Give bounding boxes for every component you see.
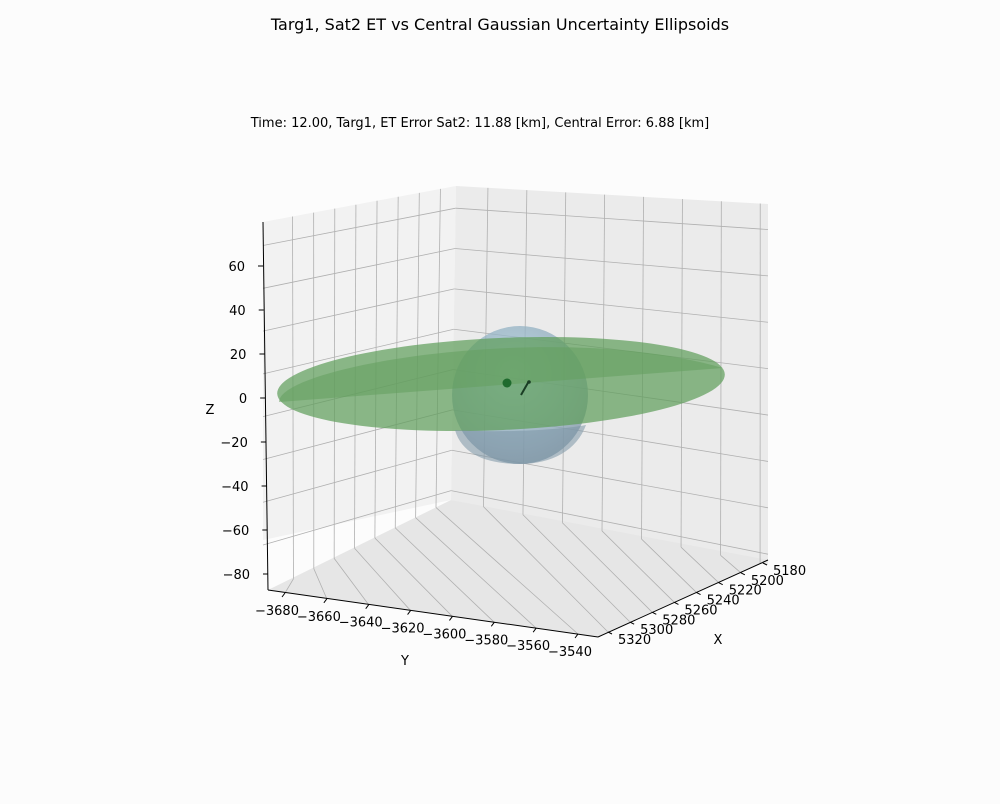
- y-tick-mark: [533, 628, 536, 632]
- z-tick-label: 0: [239, 392, 247, 407]
- z-tick-label: 60: [228, 260, 245, 275]
- x-axis-label: X: [714, 633, 723, 648]
- y-tick-mark: [408, 611, 411, 615]
- y-tick-mark: [491, 622, 494, 626]
- x-tick-mark: [652, 612, 656, 614]
- y-tick-mark: [449, 616, 452, 620]
- chart-title: Targ1, Sat2 ET vs Central Gaussian Uncer…: [270, 15, 729, 34]
- y-tick-label: −3540: [548, 645, 592, 660]
- z-tick-label: −40: [221, 480, 248, 495]
- y-tick-label: −3660: [297, 610, 341, 625]
- x-tick-mark: [719, 583, 723, 585]
- z-tick-label: −60: [222, 524, 249, 539]
- x-tick-mark: [630, 622, 634, 624]
- x-tick-mark: [608, 632, 612, 634]
- y-tick-mark: [575, 634, 578, 638]
- y-tick-mark: [282, 593, 285, 597]
- x-tick-mark: [674, 602, 678, 604]
- z-tick-label: −20: [220, 436, 247, 451]
- estimate-point: [527, 380, 531, 384]
- chart-subtitle: Time: 12.00, Targ1, ET Error Sat2: 11.88…: [250, 116, 709, 131]
- z-tick-label: −80: [223, 568, 250, 583]
- y-tick-label: −3640: [339, 616, 383, 631]
- y-tick-label: −3620: [381, 622, 425, 637]
- target-point: [503, 379, 512, 388]
- y-tick-label: −3560: [506, 639, 550, 654]
- y-tick-label: −3600: [422, 627, 466, 642]
- z-tick-label: 20: [230, 348, 247, 363]
- y-tick-label: −3580: [464, 633, 508, 648]
- y-tick-mark: [366, 605, 369, 609]
- x-tick-mark: [741, 573, 745, 575]
- y-tick-mark: [324, 599, 327, 603]
- x-tick-label: 5320: [618, 633, 651, 648]
- x-tick-mark: [697, 593, 701, 595]
- z-tick-label: 40: [229, 304, 246, 319]
- z-axis-label: Z: [206, 403, 215, 418]
- y-axis-label: Y: [400, 654, 409, 669]
- y-tick-label: −3680: [255, 604, 299, 619]
